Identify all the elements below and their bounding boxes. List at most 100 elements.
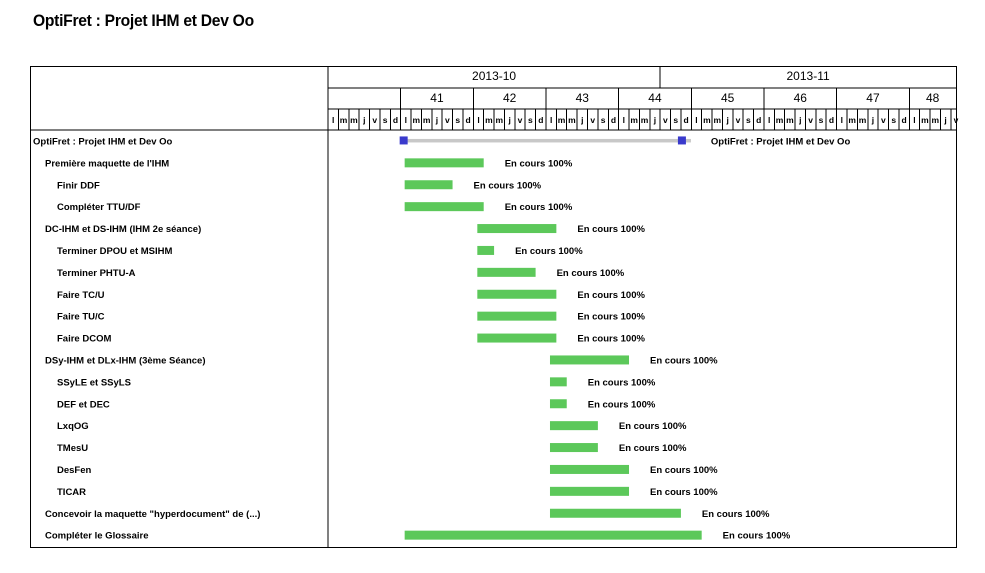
task-status-label: En cours 100%: [577, 334, 645, 345]
day-label: l: [332, 115, 334, 125]
task-bar: [549, 399, 567, 409]
day-label: j: [798, 115, 801, 125]
task-status-label: En cours 100%: [515, 246, 583, 257]
day-label: v: [736, 115, 741, 125]
day-label: m: [859, 115, 867, 125]
task-bar: [549, 421, 598, 431]
task-label: Concevoir la maquette "hyperdocument" de…: [45, 509, 260, 520]
day-label: l: [405, 115, 407, 125]
day-label: m: [340, 115, 348, 125]
day-label: l: [913, 115, 915, 125]
task-status-label: En cours 100%: [577, 312, 645, 323]
task-label: Compléter le Glossaire: [45, 531, 148, 542]
day-label: j: [362, 115, 365, 125]
task-status-label: En cours 100%: [577, 290, 645, 301]
task-bar: [477, 311, 557, 321]
day-label: d: [901, 115, 906, 125]
day-label: m: [786, 115, 794, 125]
task-bar: [404, 530, 702, 540]
day-label: v: [881, 115, 886, 125]
week-label: 42: [503, 91, 517, 105]
task-label: Faire TU/C: [57, 312, 105, 323]
day-label: s: [673, 115, 678, 125]
task-label: Finir DDF: [57, 180, 100, 191]
task-label: DesFen: [57, 465, 92, 476]
task-status-label: En cours 100%: [588, 377, 656, 388]
task-bar: [477, 224, 557, 234]
task-status-label: En cours 100%: [650, 355, 718, 366]
task-status-label: En cours 100%: [588, 399, 656, 410]
summary-bar: [400, 138, 691, 143]
task-label: Faire TC/U: [57, 290, 105, 301]
day-label: v: [590, 115, 595, 125]
day-label: l: [550, 115, 552, 125]
task-bar: [404, 158, 484, 168]
week-label: 47: [866, 91, 880, 105]
day-label: m: [350, 115, 358, 125]
task-label: Première maquette de l'IHM: [45, 158, 169, 169]
day-label: s: [746, 115, 751, 125]
day-label: v: [808, 115, 813, 125]
day-label: l: [768, 115, 770, 125]
task-status-label: En cours 100%: [650, 487, 718, 498]
day-label: d: [611, 115, 616, 125]
task-status-label: En cours 100%: [723, 531, 791, 542]
day-label: j: [507, 115, 510, 125]
task-label: DC-IHM et DS-IHM (IHM 2e séance): [45, 224, 201, 235]
day-label: m: [568, 115, 576, 125]
month-label: 2013-11: [787, 69, 830, 83]
task-bar: [404, 202, 484, 212]
day-label: d: [829, 115, 834, 125]
task-label: DEF et DEC: [57, 399, 110, 410]
day-label: s: [383, 115, 388, 125]
task-status-label: En cours 100%: [619, 443, 687, 454]
day-label: v: [954, 115, 959, 125]
day-label: l: [695, 115, 697, 125]
day-label: l: [477, 115, 479, 125]
day-label: v: [518, 115, 523, 125]
day-label: l: [841, 115, 843, 125]
task-status-label: En cours 100%: [557, 268, 625, 279]
task-label: TICAR: [57, 487, 86, 498]
task-bar: [549, 355, 630, 365]
summary-start-marker: [399, 136, 408, 145]
week-label: 48: [926, 91, 940, 105]
week-label: 45: [721, 91, 735, 105]
day-label: s: [601, 115, 606, 125]
task-bar: [477, 267, 536, 277]
page-title: OptiFret : Projet IHM et Dev Oo: [33, 11, 254, 30]
day-label: m: [641, 115, 649, 125]
task-bar: [404, 180, 453, 190]
task-label: Compléter TTU/DF: [57, 202, 141, 213]
week-label: 44: [648, 91, 662, 105]
day-label: j: [435, 115, 438, 125]
task-label: TMesU: [57, 443, 88, 454]
day-label: m: [485, 115, 493, 125]
day-label: m: [412, 115, 420, 125]
month-label: 2013-10: [472, 69, 516, 83]
task-bar: [549, 464, 630, 474]
task-bar: [549, 377, 567, 387]
day-label: m: [931, 115, 939, 125]
day-label: m: [558, 115, 566, 125]
day-label: j: [580, 115, 583, 125]
day-label: d: [684, 115, 689, 125]
day-label: v: [445, 115, 450, 125]
day-label: m: [776, 115, 784, 125]
day-label: s: [819, 115, 824, 125]
task-label: Terminer DPOU et MSIHM: [57, 246, 173, 257]
task-status-label: En cours 100%: [577, 224, 645, 235]
day-label: s: [455, 115, 460, 125]
day-label: d: [466, 115, 471, 125]
task-status-label: En cours 100%: [650, 465, 718, 476]
summary-status-label: OptiFret : Projet IHM et Dev Oo: [711, 136, 851, 147]
task-bar: [477, 333, 557, 343]
task-label: Faire DCOM: [57, 334, 111, 345]
day-label: s: [528, 115, 533, 125]
task-label: LxqOG: [57, 421, 89, 432]
day-label: d: [538, 115, 543, 125]
task-label: Terminer PHTU-A: [57, 268, 136, 279]
task-bar: [549, 508, 681, 518]
task-bar: [477, 289, 557, 299]
